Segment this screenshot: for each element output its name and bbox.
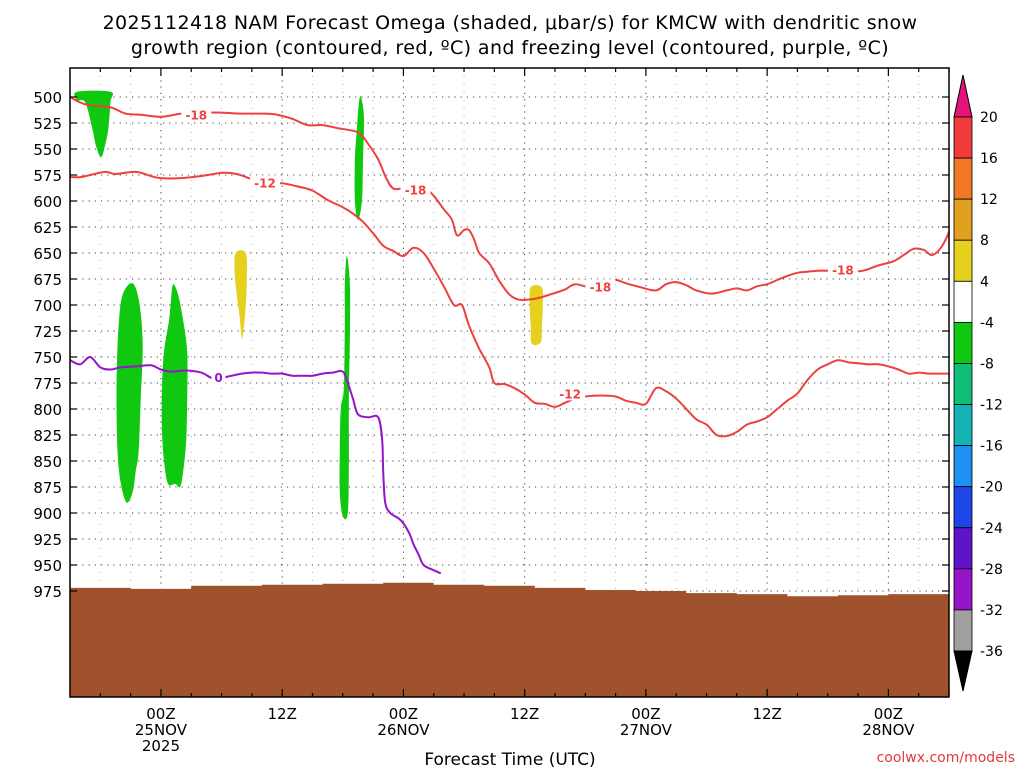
colorbar-label: 16 — [980, 151, 998, 167]
y-tick-label: 800 — [33, 401, 62, 419]
y-tick-label: 675 — [33, 271, 62, 289]
y-tick-label: 900 — [33, 505, 62, 523]
y-tick-label: 875 — [33, 479, 62, 497]
colorbar-label: -32 — [980, 603, 1003, 619]
chart-title-line-2: growth region (contoured, red, ºC) and f… — [131, 37, 889, 59]
contour-label: 0 — [214, 371, 222, 385]
terrain-area — [70, 582, 949, 697]
y-tick-label: 650 — [33, 245, 62, 263]
colorbar-top-arrow — [953, 74, 973, 118]
colorbar-label: -12 — [980, 398, 1003, 414]
contour-lines-layer — [70, 96, 949, 575]
x-tick-label: 00Z — [874, 705, 903, 723]
x-tick-label: 00Z — [631, 705, 660, 723]
y-tick-label: 600 — [33, 193, 62, 211]
colorbar-label: 8 — [980, 233, 989, 249]
y-tick-label: 575 — [33, 167, 62, 185]
contour-label: -18 — [590, 280, 612, 294]
omega-shading-layer — [74, 90, 544, 520]
contour-label: -12 — [254, 176, 276, 190]
colorbar-swatch — [953, 568, 973, 611]
colorbar-label: -20 — [980, 480, 1003, 496]
x-tick-label: 00Z — [146, 705, 175, 723]
chart-title-line-1: 2025112418 NAM Forecast Omega (shaded, μ… — [103, 12, 918, 34]
omega-shade-area — [354, 95, 365, 220]
colorbar-swatch — [953, 609, 973, 652]
contour-label-bg — [181, 107, 212, 122]
y-tick-label: 500 — [33, 89, 62, 107]
y-tick-label: 700 — [33, 297, 62, 315]
x-tick-label: 00Z — [389, 705, 418, 723]
colorbar-label: -24 — [980, 521, 1003, 537]
colorbar-swatch — [953, 198, 973, 241]
contour-label-bg — [827, 262, 858, 277]
colorbar-swatch — [953, 280, 973, 323]
y-tick-label: 550 — [33, 141, 62, 159]
colorbar-label: 12 — [980, 192, 998, 208]
x-tick-label: 25NOV — [135, 721, 188, 739]
omega-shade-area — [529, 285, 544, 346]
contour-label: -18 — [185, 109, 207, 123]
contour-label: -18 — [832, 264, 854, 278]
colorbar-swatch — [953, 445, 973, 488]
contour-label-bg — [400, 182, 431, 197]
contour-label-bg — [585, 279, 616, 294]
colorbar-swatch — [953, 321, 973, 364]
colorbar-label: -28 — [980, 562, 1003, 578]
x-tick-label: 12Z — [267, 705, 296, 723]
x-tick-label: 12Z — [510, 705, 539, 723]
y-tick-label: 750 — [33, 349, 62, 367]
colorbar-label: -16 — [980, 439, 1003, 455]
colorbar-bottom-arrow — [953, 650, 973, 692]
contour-label-bg — [555, 386, 586, 401]
y-tick-label: 950 — [33, 557, 62, 575]
x-tick-label: 2025 — [142, 737, 180, 755]
x-tick-label: 12Z — [752, 705, 781, 723]
omega-shade-area — [161, 284, 188, 488]
y-tick-label: 775 — [33, 375, 62, 393]
colorbar-swatch — [953, 157, 973, 200]
colorbar-swatch — [953, 116, 973, 159]
contour-line — [70, 170, 949, 438]
colorbar-swatch — [953, 239, 973, 282]
contour-label: -18 — [405, 184, 427, 198]
credit-text: coolwx.com/models — [877, 750, 1015, 766]
colorbar-label: 4 — [980, 274, 989, 290]
omega-shade-area — [234, 250, 248, 339]
colorbar-swatch — [953, 486, 973, 529]
colorbar-label: 20 — [980, 110, 998, 126]
omega-shade-area — [116, 283, 143, 503]
y-tick-label: 525 — [33, 115, 62, 133]
contour-label-bg — [249, 175, 280, 190]
x-axis-label: Forecast Time (UTC) — [424, 750, 595, 768]
contour-line — [70, 356, 442, 575]
terrain-layer — [70, 582, 949, 697]
colorbar-label: -8 — [980, 356, 994, 372]
contour-labels-layer: -18 -18 -18 -18 -12 -12 0 — [181, 107, 858, 401]
y-tick-label: 825 — [33, 427, 62, 445]
colorbar-label: -4 — [980, 315, 994, 331]
y-tick-label: 625 — [33, 219, 62, 237]
contour-line — [70, 96, 949, 302]
y-tick-label: 925 — [33, 531, 62, 549]
y-tick-label: 725 — [33, 323, 62, 341]
colorbar: 20 16 12 8 4 -4 -8 -12 -16 -20 -24 -28 -32 -36 — [953, 74, 1003, 692]
omega-shade-area — [339, 256, 351, 520]
colorbar-swatch — [953, 527, 973, 570]
colorbar-swatch — [953, 363, 973, 405]
y-axis-ticks: 500 525 550 575 600 625 650 675 700 725 750 775 800 8… — [33, 89, 949, 601]
colorbar-swatch — [953, 404, 973, 447]
contour-label-bg — [211, 369, 226, 384]
x-tick-label: 28NOV — [862, 721, 915, 739]
y-tick-label: 975 — [33, 583, 62, 601]
y-tick-label: 850 — [33, 453, 62, 471]
x-tick-label: 26NOV — [377, 721, 430, 739]
colorbar-label: -36 — [980, 644, 1003, 660]
contour-label: -12 — [559, 387, 581, 401]
x-tick-label: 27NOV — [620, 721, 673, 739]
omega-shade-area — [74, 90, 113, 158]
